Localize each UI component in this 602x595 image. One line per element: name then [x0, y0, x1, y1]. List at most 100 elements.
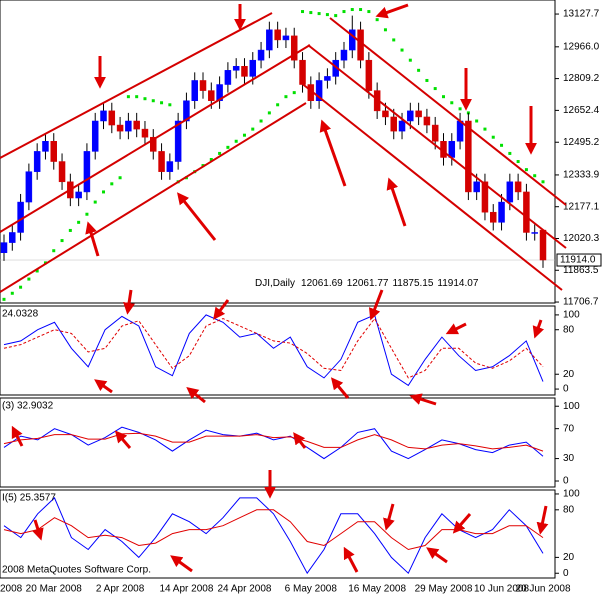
header-high: 12061.77 — [347, 278, 389, 289]
indicator-line — [3, 314, 544, 387]
sar-dot — [19, 285, 23, 289]
annotation-arrow — [11, 425, 24, 447]
sar-dot — [450, 101, 454, 105]
y-tick-label: 11706.7 — [563, 297, 599, 308]
sar-dot — [85, 212, 89, 216]
x-tick-label: 20 Mar 2008 — [26, 584, 83, 595]
sar-dot — [433, 87, 437, 91]
annotation-arrow — [293, 432, 307, 449]
x-tick-label: 2 Apr 2008 — [96, 584, 145, 595]
candle-body — [91, 120, 99, 152]
sar-dot — [102, 190, 106, 194]
candle-body — [324, 76, 331, 81]
candle-body — [456, 120, 464, 142]
panel-frame — [0, 0, 556, 304]
y-tick-label: 20 — [563, 552, 575, 563]
sar-dot — [151, 99, 155, 103]
candle-body — [116, 124, 124, 132]
symbol: DJI,Daily — [255, 278, 295, 289]
candle-body — [58, 161, 66, 183]
annotation-arrow — [330, 377, 350, 399]
y-tick-label: 12809.2 — [563, 73, 600, 84]
annotation-arrow — [375, 3, 409, 19]
sar-dot — [342, 10, 346, 14]
candle-body — [315, 80, 323, 101]
candle-body — [50, 141, 58, 162]
indicator-line — [3, 317, 544, 379]
y-tick-label: 70 — [563, 423, 575, 434]
x-tick-label: 16 May 2008 — [348, 584, 406, 595]
panel-frame — [0, 397, 556, 488]
y-tick-label: 11863.5 — [563, 265, 599, 276]
candle-body — [407, 110, 414, 122]
channel-line — [0, 102, 307, 293]
candle-body — [489, 211, 497, 223]
sar-dot — [209, 158, 213, 162]
x-tick-label: 10 Jun 2008 — [474, 584, 529, 595]
candle-body — [191, 80, 198, 101]
candle-body — [257, 49, 265, 61]
y-tick-label: 13127.7 — [563, 9, 600, 20]
candle-body — [208, 90, 215, 101]
sar-dot — [500, 143, 504, 147]
candle-body — [108, 110, 116, 126]
sar-dot — [77, 220, 81, 224]
sar-dot — [417, 68, 421, 72]
candle-body — [282, 35, 290, 41]
annotation-arrow — [32, 519, 44, 541]
candle-body — [199, 80, 207, 91]
candle-body — [398, 120, 406, 132]
sar-dot — [68, 228, 72, 232]
y-tick-label: 12177.1 — [563, 201, 600, 212]
sar-dot — [126, 95, 130, 99]
channel-line — [307, 44, 567, 249]
y-tick-label: 12652.4 — [563, 105, 600, 116]
panel-frame — [0, 489, 556, 579]
sar-dot — [325, 13, 329, 17]
sar-dot — [143, 97, 147, 101]
sar-dot — [242, 133, 246, 137]
candle-body — [523, 191, 530, 233]
candle-body — [183, 100, 190, 122]
candle-body — [33, 151, 41, 172]
y-tick-label: 80 — [563, 504, 575, 515]
header-open: 12061.69 — [301, 278, 343, 289]
annotation-arrow — [186, 387, 206, 404]
sar-dot — [516, 160, 520, 164]
candle-body — [448, 141, 456, 158]
sar-dot — [110, 182, 114, 186]
candle-body — [299, 59, 306, 85]
sar-dot — [35, 269, 39, 273]
candle-body — [83, 151, 91, 193]
last-price-box — [556, 253, 602, 267]
y-tick-label: 0 — [563, 476, 569, 487]
sar-dot — [292, 91, 296, 95]
candle-body — [0, 242, 8, 253]
annotation-arrow — [94, 379, 113, 394]
sar-dot — [251, 127, 255, 131]
sar-dot — [52, 249, 56, 253]
sar-dot — [367, 10, 371, 14]
candle-body — [473, 181, 480, 193]
sar-dot — [27, 277, 31, 281]
sar-dot — [226, 145, 230, 149]
candle-body — [166, 161, 174, 172]
candle-body — [241, 66, 248, 77]
candle-body — [158, 151, 165, 172]
y-tick-label: 0 — [563, 568, 569, 579]
x-tick-label: 20 Jun 2008 — [515, 584, 570, 595]
candle-body — [481, 181, 489, 213]
annotation-arrow — [445, 322, 467, 335]
sar-dot — [284, 95, 288, 99]
annotation-arrow — [368, 289, 384, 321]
channel-line — [329, 17, 567, 206]
sar-dot — [408, 58, 412, 62]
sar-dot — [276, 103, 280, 107]
x-tick-label: 6 May 2008 — [285, 584, 338, 595]
y-tick-label: 20 — [563, 369, 575, 380]
sar-dot — [118, 176, 122, 180]
channel-line — [0, 44, 311, 233]
